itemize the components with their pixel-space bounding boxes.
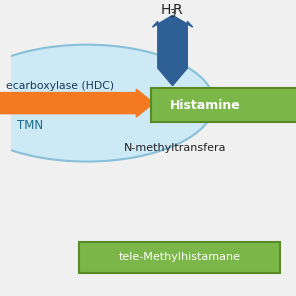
Text: ecarboxylase (HDC): ecarboxylase (HDC)	[6, 81, 114, 91]
FancyBboxPatch shape	[151, 89, 296, 122]
Text: R: R	[173, 3, 182, 17]
FancyArrow shape	[0, 89, 154, 117]
Text: tele-Methylhistamane: tele-Methylhistamane	[118, 252, 240, 263]
Text: 3: 3	[169, 9, 175, 19]
Text: TMN: TMN	[17, 118, 43, 131]
Ellipse shape	[0, 45, 214, 162]
Text: Histamine: Histamine	[169, 99, 240, 112]
Text: N-methyltransfera: N-methyltransfera	[124, 143, 227, 153]
Polygon shape	[152, 15, 193, 86]
Text: H: H	[160, 3, 171, 17]
FancyBboxPatch shape	[78, 242, 280, 273]
